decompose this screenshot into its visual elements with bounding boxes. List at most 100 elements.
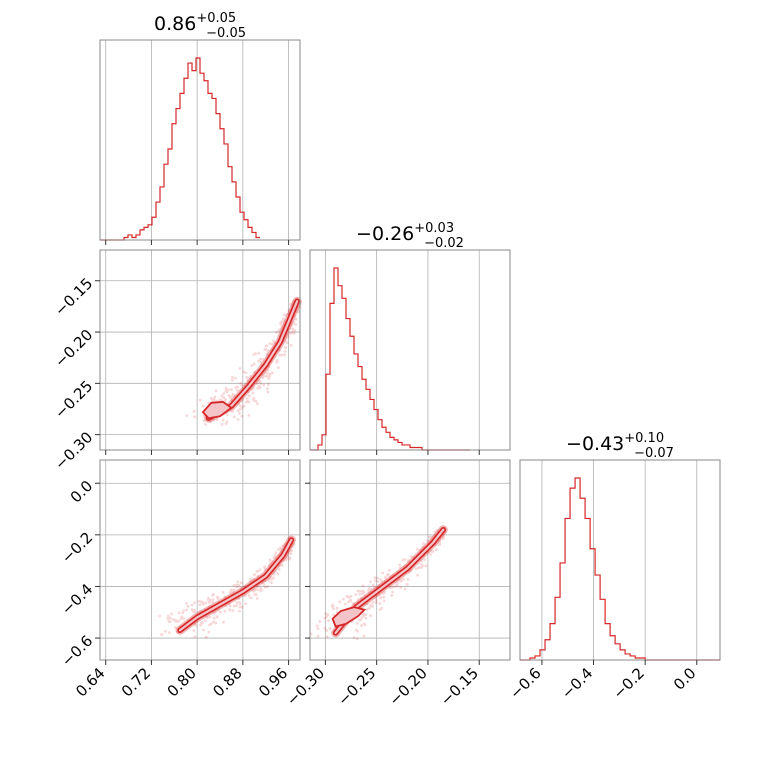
y-tick-label-2-1: −0.4 [58, 580, 96, 618]
scatter-point [292, 543, 295, 547]
scatter-point [270, 577, 274, 581]
scatter-point [259, 382, 263, 385]
scatter-point [190, 603, 194, 607]
scatter-point [346, 600, 350, 604]
scatter-point [192, 409, 196, 413]
scatter-point [289, 332, 293, 335]
scatter-point [226, 388, 230, 392]
scatter-point [234, 583, 238, 587]
scatter-point [209, 420, 213, 424]
scatter-point [240, 406, 244, 410]
scatter-point [390, 585, 393, 589]
scatter-point [264, 371, 268, 375]
scatter-point [224, 389, 228, 393]
scatter-point [290, 323, 294, 327]
scatter-point [246, 399, 249, 403]
scatter-point [369, 614, 373, 618]
scatter-point [242, 370, 246, 374]
scatter-point [380, 606, 384, 610]
scatter-point [378, 594, 382, 597]
scatter-point [395, 584, 399, 588]
scatter-point [182, 617, 186, 621]
scatter-point [230, 388, 233, 391]
scatter-point [368, 587, 372, 590]
scatter-point [268, 558, 272, 562]
scatter-point [349, 594, 353, 598]
scatter-point [258, 589, 262, 593]
scatter-point [231, 609, 235, 612]
scatter-point [275, 330, 278, 334]
scatter-point [338, 600, 342, 604]
scatter-point [391, 590, 394, 594]
scatter-point [214, 610, 217, 614]
scatter-point [225, 420, 229, 424]
scatter-point [273, 555, 277, 559]
scatter-point [354, 593, 358, 596]
panel-2-2: −0.6 −0.4 −0.2 0.0 [506, 459, 721, 703]
scatter-point [204, 635, 208, 639]
scatter-point [208, 615, 212, 619]
scatter-point [221, 590, 225, 594]
scatter-point [171, 618, 175, 621]
scatter-point [272, 576, 276, 580]
scatter-point [239, 381, 243, 385]
scatter-point [173, 618, 177, 622]
scatter-point [433, 530, 437, 534]
scatter-point [345, 594, 349, 598]
x-tick-label-2-1: −0.4 [558, 664, 596, 702]
scatter-point [235, 601, 239, 605]
scatter-point [227, 393, 231, 397]
scatter-point [268, 372, 272, 376]
scatter-point [249, 596, 253, 600]
scatter-point [276, 548, 280, 551]
scatter-point [316, 634, 320, 638]
scatter-point [216, 597, 220, 600]
titles: 0.86+0.05 −0.05−0.26+0.03 −0.02−0.43+0.10−… [154, 11, 674, 461]
panel-2-0: 0.64 0.72 0.80 0.88 0.96−0.6−0.4−0.20.0 [58, 459, 301, 700]
scatter-point [276, 366, 280, 370]
scatter-point [280, 325, 284, 329]
scatter-point [252, 396, 256, 400]
scatter-point [252, 353, 256, 356]
scatter-point [294, 322, 298, 326]
scatter-point [240, 605, 244, 609]
scatter-point [264, 347, 268, 351]
scatter-point [323, 616, 327, 620]
scatter-point [365, 608, 369, 611]
scatter-point [229, 396, 233, 400]
scatter-point [180, 615, 184, 619]
scatter-point [175, 619, 179, 623]
scatter-point [362, 634, 366, 638]
scatter-point [252, 577, 256, 581]
scatter-point [277, 329, 281, 333]
scatter-point [380, 581, 384, 584]
scatter-point [211, 593, 215, 597]
scatter-point [422, 542, 425, 545]
scatter-point [290, 302, 294, 306]
scatter-point [407, 559, 410, 562]
contour-core-2-1 [331, 606, 367, 628]
scatter-point [168, 631, 171, 635]
scatter-point [434, 548, 438, 551]
param-plus-1: +0.03 [414, 221, 454, 236]
scatter-point [274, 554, 277, 557]
scatter-point [243, 594, 247, 597]
scatter-point [240, 383, 244, 387]
scatter-point [358, 592, 362, 596]
scatter-point [245, 397, 249, 400]
scatter-point [291, 321, 295, 325]
scatter-point [269, 577, 273, 581]
scatter-point [367, 606, 371, 610]
scatter-point [332, 607, 336, 611]
x-tick-label-1-0: −0.30 [283, 664, 328, 709]
scatter-point [236, 409, 240, 413]
scatter-point [224, 422, 228, 426]
scatter-point [364, 616, 368, 620]
scatter-point [360, 596, 364, 600]
contour-inner-1-0 [207, 300, 299, 420]
scatter-point [378, 602, 382, 605]
scatter-point [259, 586, 262, 590]
scatter-point [249, 578, 253, 582]
scatter-point [190, 608, 194, 611]
scatter-point [361, 584, 365, 588]
